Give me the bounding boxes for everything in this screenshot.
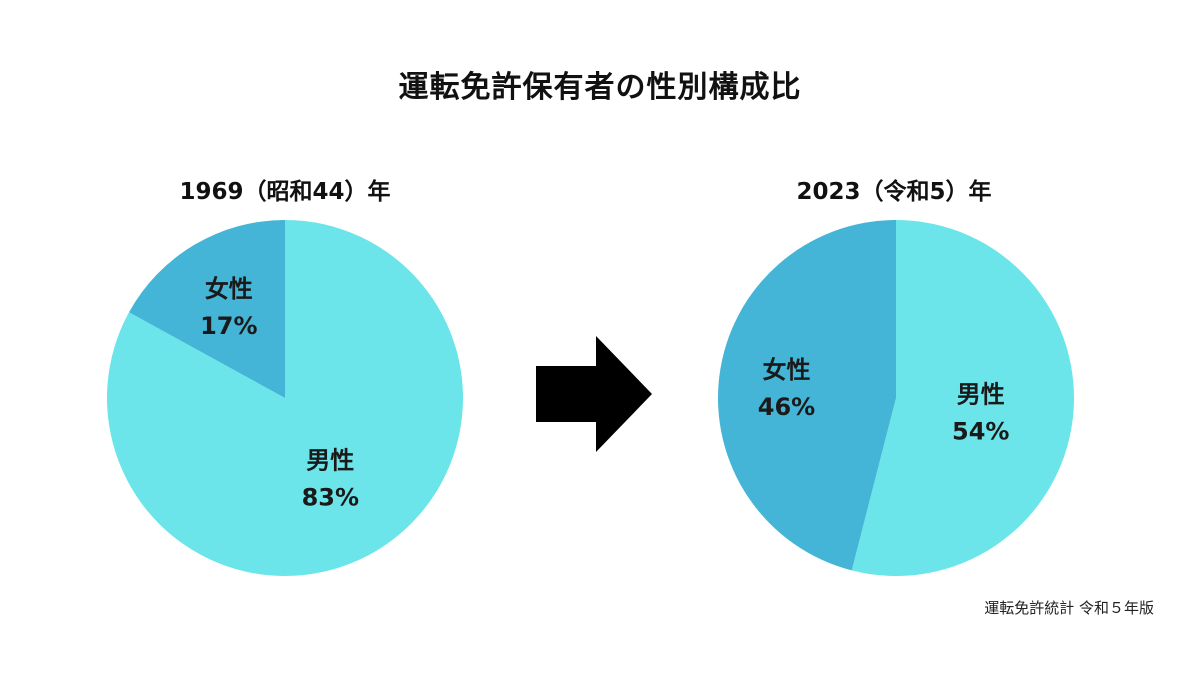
slice-value-female-1969: 17% — [200, 312, 257, 340]
pie-chart-1969: 女性 17% 男性 83% — [106, 220, 463, 576]
slice-value-female-2023: 46% — [758, 393, 815, 421]
pie-slice-female-2023 — [717, 220, 896, 571]
slice-label-female-1969: 女性 — [205, 275, 253, 303]
slice-label-male-2023: 男性 — [957, 381, 1005, 409]
chart-title-1969: 1969（昭和44）年 — [179, 179, 391, 205]
source-note: 運転免許統計 令和５年版 — [984, 599, 1154, 617]
slice-value-male-1969: 83% — [302, 484, 359, 512]
pie-slice-female-1969 — [129, 220, 285, 398]
chart-title-2023: 2023（令和5）年 — [796, 179, 992, 205]
right-arrow-icon — [536, 336, 652, 452]
slice-label-male-1969: 男性 — [306, 447, 354, 475]
pie-slice-male-1969 — [106, 220, 463, 576]
slice-label-female-2023: 女性 — [763, 356, 811, 384]
page-title: 運転免許保有者の性別構成比 — [398, 70, 802, 105]
slice-value-male-2023: 54% — [952, 418, 1009, 446]
pie-chart-2023: 女性 46% 男性 54% — [717, 220, 1074, 576]
pie-slice-male-2023 — [851, 220, 1074, 576]
